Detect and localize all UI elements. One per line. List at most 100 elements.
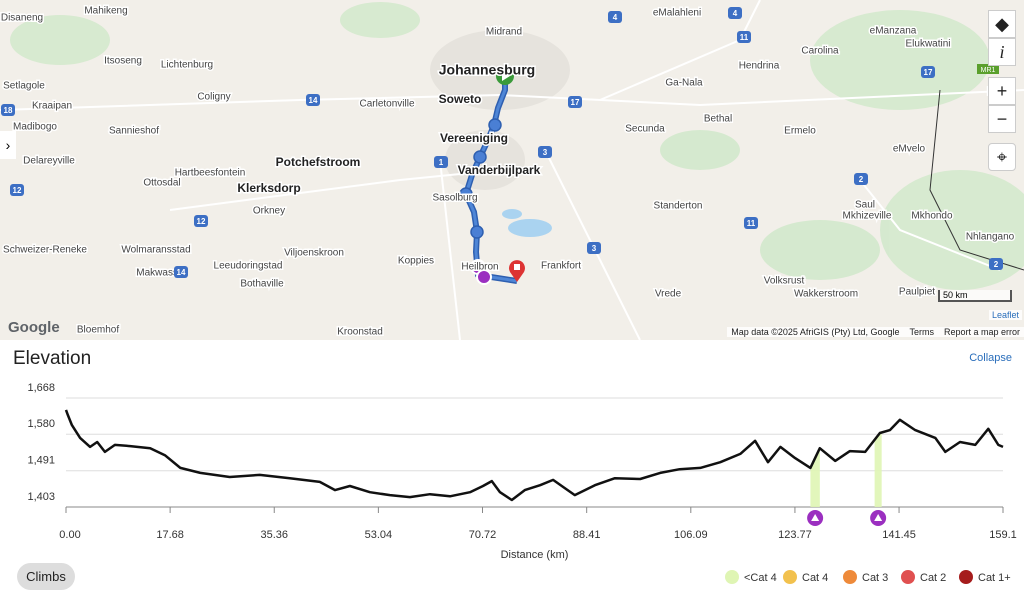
road-shield: [744, 217, 758, 229]
place-label: Klerksdorp: [237, 181, 300, 195]
place-label: Wolmaransstad: [121, 245, 190, 256]
place-label: Bloemhof: [77, 325, 119, 336]
side-toggle[interactable]: ›: [0, 131, 16, 159]
road-shield: [737, 31, 751, 43]
road-shield: [989, 258, 1003, 270]
legend-swatch: [783, 570, 797, 584]
road-number: 3: [592, 244, 597, 253]
attribution-bar: Map data ©2025 AfriGIS (Pty) Ltd, Google…: [727, 327, 1024, 337]
place-label: Vanderbijlpark: [458, 163, 541, 177]
x-tick-label: 70.72: [469, 529, 497, 541]
x-tick-label: 106.09: [674, 529, 708, 541]
place-label: Paulpiet: [899, 287, 935, 298]
road-shield: [174, 266, 188, 278]
x-tick-label: 0.00: [59, 529, 80, 541]
place-label: Coligny: [197, 92, 230, 103]
collapse-link[interactable]: Collapse: [969, 352, 1012, 364]
legend-swatch: [959, 570, 973, 584]
place-label: Johannesburg: [439, 62, 535, 78]
legend-swatch: [901, 570, 915, 584]
road-number: 12: [13, 186, 22, 195]
place-label: eMalahleni: [653, 8, 701, 19]
place-label: Setlagole: [3, 81, 45, 92]
terrain: [10, 2, 1024, 290]
road-shield: [434, 156, 448, 168]
map[interactable]: Disaneng Mahikeng Midrand Johannesburg eMala…: [0, 0, 1024, 340]
road-shield: [921, 66, 935, 78]
road-number: 18: [4, 106, 13, 115]
road-shield: [568, 96, 582, 108]
x-tick-label: 35.36: [260, 529, 288, 541]
place-label: Sasolburg: [432, 193, 477, 204]
end-marker[interactable]: [508, 260, 526, 282]
climb-icon-glyph: [874, 514, 883, 521]
layers-button[interactable]: ◆: [988, 10, 1016, 38]
locate-button[interactable]: ⌖: [988, 143, 1016, 171]
info-button[interactable]: i: [988, 38, 1016, 66]
place-label: Soweto: [439, 92, 482, 106]
place-label: Potchefstroom: [276, 155, 361, 169]
place-label: Mkhondo: [911, 211, 953, 222]
legend-label: Cat 2: [920, 572, 946, 584]
zoom-out-button[interactable]: −: [988, 105, 1016, 133]
legend-label: Cat 4: [802, 572, 828, 584]
place-label: Kraaipan: [32, 101, 72, 112]
place-label: Bethal: [704, 114, 732, 125]
start-marker[interactable]: [496, 67, 514, 85]
road-number: 14: [309, 96, 318, 105]
place-label: Ottosdal: [143, 178, 180, 189]
road-shield: [1, 104, 15, 116]
leaflet-link[interactable]: Leaflet: [988, 310, 1022, 320]
place-label: Hartbeesfontein: [175, 168, 246, 179]
road-number: 17: [924, 68, 933, 77]
x-tick-label: 17.68: [156, 529, 184, 541]
x-tick-label: 123.77: [778, 529, 812, 541]
place-label: Carletonville: [359, 99, 414, 110]
road-number: MR1: [981, 67, 996, 74]
y-tick-label: 1,580: [27, 418, 55, 430]
waypoints: [459, 118, 502, 239]
road-shield: [306, 94, 320, 106]
route-inner: [464, 77, 518, 283]
place-label: Leeudoringstad: [214, 261, 283, 272]
place-label: Secunda: [625, 124, 665, 135]
road-number: 2: [859, 175, 864, 184]
road-shield: [977, 64, 999, 74]
x-tick-label: 88.41: [573, 529, 601, 541]
place-label: Delareyville: [23, 156, 75, 167]
place-label: Viljoenskroon: [284, 248, 344, 259]
y-tick-label: 1,491: [27, 455, 55, 467]
road-shield: [854, 173, 868, 185]
place-label: Mkhizeville: [843, 211, 892, 222]
place-label: Orkney: [253, 206, 285, 217]
road-number: 11: [747, 219, 756, 228]
place-label: Vrede: [655, 289, 682, 300]
attribution: Map data ©2025 AfriGIS (Pty) Ltd, Google: [731, 327, 900, 337]
road-number: 4: [613, 13, 618, 22]
place-label: Kroonstad: [337, 327, 383, 338]
climbs-button[interactable]: Climbs: [17, 563, 75, 590]
terms-link[interactable]: Terms: [909, 327, 934, 337]
google-logo: Google: [8, 319, 60, 336]
place-label: Standerton: [654, 201, 703, 212]
place-label: Heilbron: [461, 262, 498, 273]
place-label: Lichtenburg: [161, 60, 213, 71]
road-shield: [538, 146, 552, 158]
legend-swatch: [843, 570, 857, 584]
road-shield: [608, 11, 622, 23]
legend-label: Cat 1+: [978, 572, 1011, 584]
climb-markers[interactable]: [470, 259, 492, 285]
place-label: Madibogo: [13, 122, 57, 133]
place-label: Hendrina: [739, 61, 780, 72]
place-label: Midrand: [486, 27, 522, 38]
place-label: Wakkerstroom: [794, 289, 858, 300]
road-number: 12: [197, 217, 206, 226]
report-link[interactable]: Report a map error: [943, 327, 1020, 337]
place-label: eManzana: [870, 26, 917, 37]
place-label: Nhlangano: [966, 232, 1015, 243]
y-tick-label: 1,403: [27, 491, 55, 503]
road-number: 3: [543, 148, 548, 157]
zoom-in-button[interactable]: +: [988, 77, 1016, 105]
road-number: 14: [177, 268, 186, 277]
road-shield: [728, 7, 742, 19]
